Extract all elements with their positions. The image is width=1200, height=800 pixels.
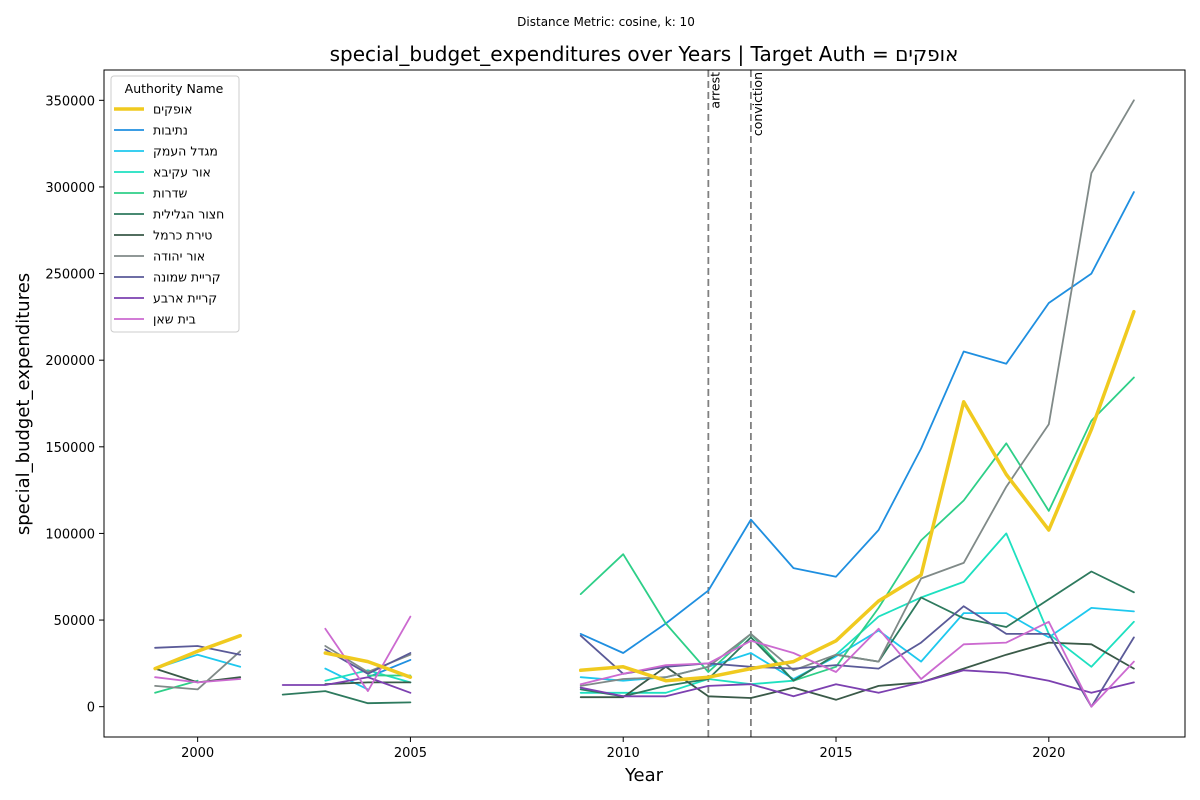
- series-line-10: [154, 615, 1135, 708]
- x-tick-label: 2000: [181, 746, 214, 761]
- legend-label-5: חצור הגלילית: [153, 207, 224, 222]
- y-tick-label: 250000: [45, 268, 95, 283]
- event-label-arrest: arrest: [707, 72, 722, 109]
- legend: Authority Name אופקים נתיבות מגדל העמק אור …: [110, 75, 240, 333]
- x-tick-label: 2010: [607, 746, 640, 761]
- y-tick-label: 150000: [45, 441, 95, 456]
- legend-label-0: אופקים: [153, 102, 193, 117]
- y-tick-label: 350000: [45, 94, 95, 109]
- series-line-7: [154, 99, 1135, 691]
- y-tick-label: 0: [87, 701, 95, 716]
- legend-label-1: נתיבות: [153, 123, 188, 138]
- series-line-0: [153, 309, 1136, 683]
- chart-suptitle: Distance Metric: cosine, k: 10: [517, 15, 695, 29]
- chart-title: special_budget_expenditures over Years |…: [330, 42, 959, 66]
- legend-label-2: מגדל העמק: [153, 144, 218, 159]
- legend-label-6: טירת כרמל: [153, 228, 212, 243]
- legend-label-4: שדרות: [153, 186, 188, 201]
- series-line-3: [324, 532, 1135, 694]
- y-tick-label: 50000: [54, 614, 95, 629]
- y-tick-label: 100000: [45, 527, 95, 542]
- y-axis-label: special_budget_expenditures: [13, 273, 34, 535]
- x-axis: 2000 2005 2010 2015 2020: [181, 737, 1065, 761]
- x-axis-label: Year: [624, 765, 664, 786]
- y-tick-label: 300000: [45, 181, 95, 196]
- legend-label-3: אור עקיבא: [153, 165, 211, 180]
- legend-label-8: קריית שמונה: [153, 270, 221, 285]
- plot-frame: [103, 69, 1186, 738]
- plot-area: arrest conviction: [153, 70, 1136, 737]
- event-label-conviction: conviction: [750, 72, 765, 136]
- x-tick-label: 2015: [819, 746, 852, 761]
- y-axis: 0 50000 100000 150000 200000 250000 300000 3500…: [45, 94, 104, 716]
- series-line-2: [154, 607, 1135, 691]
- legend-label-7: אור יהודה: [153, 249, 205, 264]
- y-tick-label: 200000: [45, 354, 95, 369]
- legend-label-10: בית שאן: [153, 312, 196, 327]
- legend-items: אופקים נתיבות מגדל העמק אור עקיבא שדרות חצור …: [114, 102, 224, 327]
- series-line-4: [154, 376, 1135, 694]
- legend-box: [110, 75, 240, 333]
- legend-label-9: קריית ארבע: [153, 291, 217, 306]
- x-tick-label: 2005: [394, 746, 427, 761]
- x-tick-label: 2020: [1032, 746, 1065, 761]
- series-line-9: [281, 669, 1135, 698]
- legend-title: Authority Name: [125, 81, 224, 96]
